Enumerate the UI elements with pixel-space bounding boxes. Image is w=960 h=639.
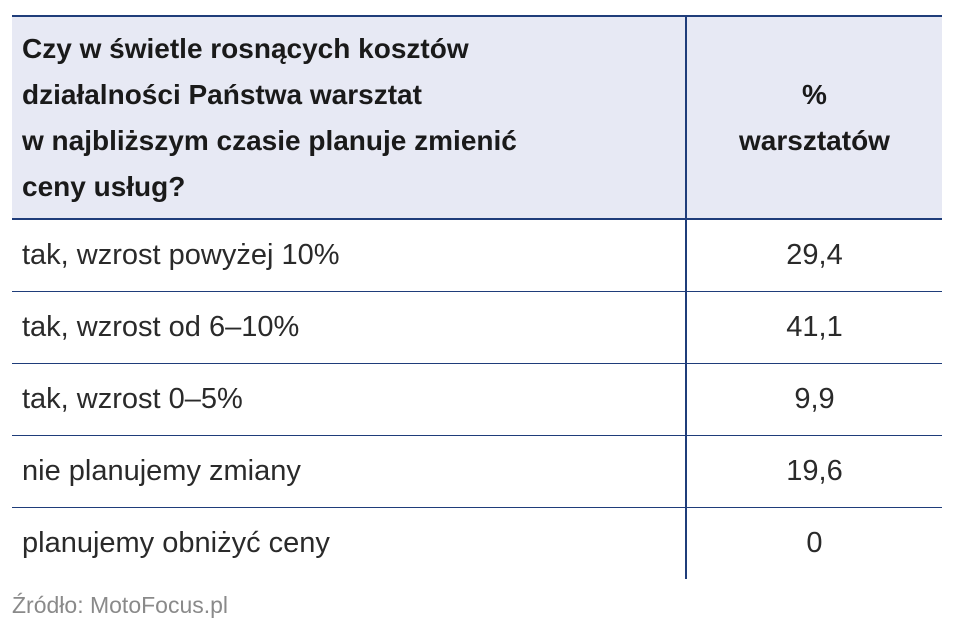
answer-cell: tak, wzrost od 6–10% <box>12 291 687 364</box>
table-row: nie planujemy zmiany 19,6 <box>12 435 942 508</box>
table-row: tak, wzrost 0–5% 9,9 <box>12 363 942 436</box>
table-row: tak, wzrost powyżej 10% 29,4 <box>12 219 942 292</box>
answer-cell: tak, wzrost 0–5% <box>12 363 687 436</box>
question-line: w najbliższym czasie planuje zmienić <box>22 124 517 156</box>
source-note: Źródło: MotoFocus.pl <box>12 592 229 618</box>
answer-cell: planujemy obniżyć ceny <box>12 507 687 579</box>
table-row: tak, wzrost od 6–10% 41,1 <box>12 291 942 364</box>
answer-cell: nie planujemy zmiany <box>12 435 687 508</box>
percent-header-symbol: % <box>802 78 827 110</box>
percent-value-cell: 29,4 <box>686 219 942 292</box>
question-line: Czy w świetle rosnących kosztów <box>22 32 469 64</box>
question-header: Czy w świetle rosnących kosztów działaln… <box>12 15 687 220</box>
question-line: ceny usług? <box>22 170 186 202</box>
percent-header-label: warsztatów <box>739 124 890 156</box>
question-line: działalności Państwa warsztat <box>22 78 422 110</box>
percent-header: % warsztatów <box>686 15 942 220</box>
percent-value-cell: 9,9 <box>686 363 942 436</box>
answer-cell: tak, wzrost powyżej 10% <box>12 219 687 292</box>
table-header-row: Czy w świetle rosnących kosztów działaln… <box>12 15 942 220</box>
survey-table: Czy w świetle rosnących kosztów działaln… <box>12 15 942 579</box>
percent-value-cell: 41,1 <box>686 291 942 364</box>
percent-value-cell: 19,6 <box>686 435 942 508</box>
percent-value-cell: 0 <box>806 526 823 559</box>
table-row: planujemy obniżyć ceny 0 <box>12 507 942 579</box>
